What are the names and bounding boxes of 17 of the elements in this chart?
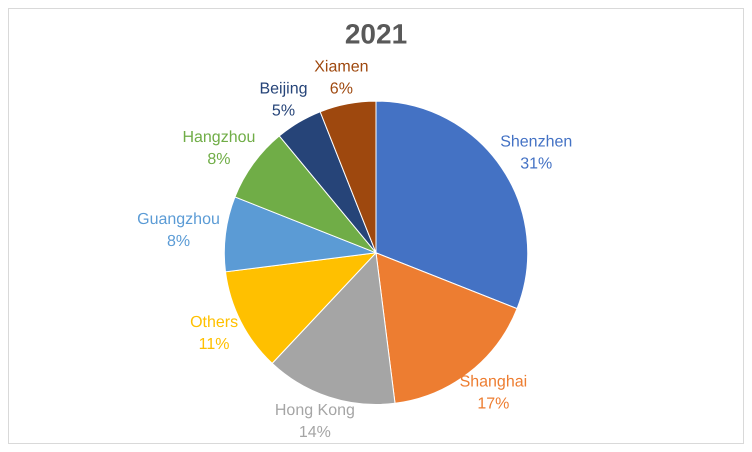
chart-title: 2021	[344, 18, 408, 50]
data-label: 5%	[272, 102, 296, 120]
slice-label: Beijing	[259, 80, 308, 98]
slice-label: Shenzhen	[500, 133, 572, 150]
data-label: 17%	[477, 396, 510, 413]
data-label: 8%	[207, 150, 230, 168]
slice-label: Others	[190, 314, 238, 331]
slice-label: Hangzhou	[182, 128, 256, 146]
slice-label: Xiamen	[314, 58, 368, 76]
slice-label: Hong Kong	[274, 402, 355, 420]
data-label: 8%	[166, 232, 190, 250]
data-label: 11%	[198, 336, 230, 353]
data-label: 14%	[298, 424, 331, 442]
slice-label: Guangzhou	[137, 210, 220, 228]
data-label: 31%	[520, 155, 552, 172]
slice-label: Shanghai	[460, 374, 528, 391]
data-label: 6%	[330, 80, 353, 98]
